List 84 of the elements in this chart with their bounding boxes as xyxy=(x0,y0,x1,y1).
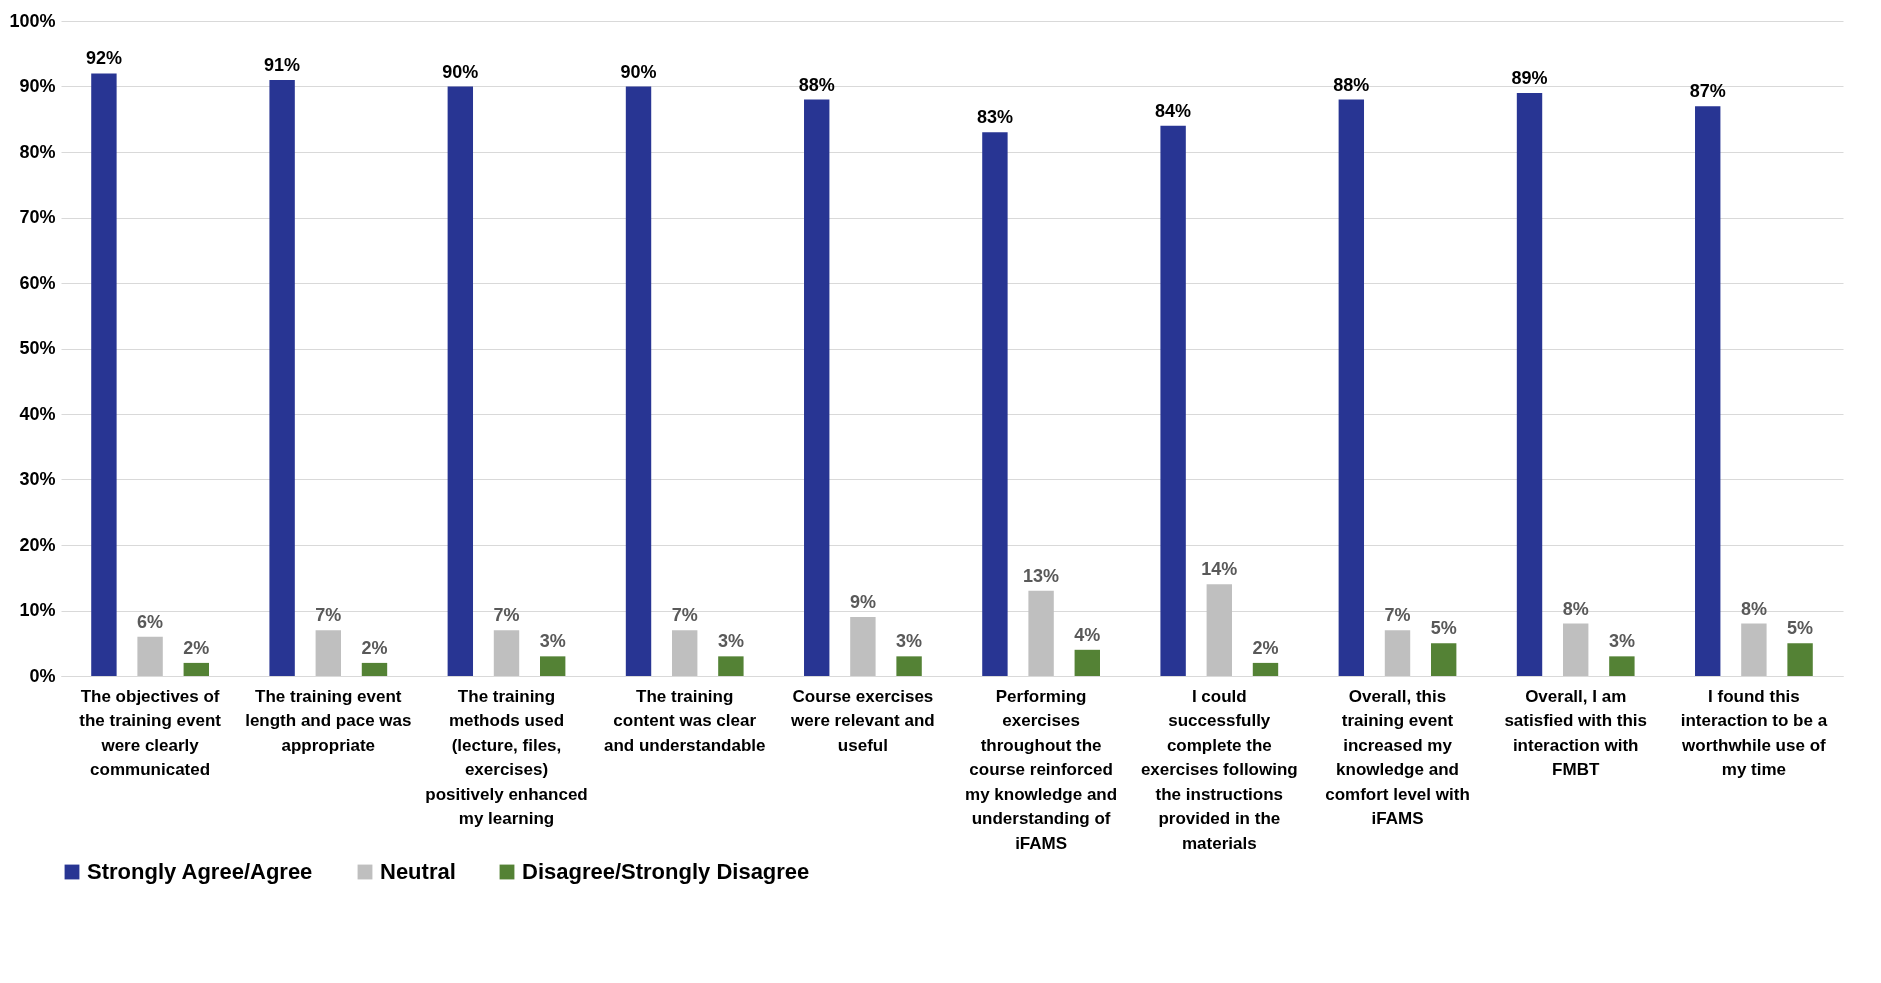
data-label: 84% xyxy=(1155,100,1192,121)
data-label: 6% xyxy=(137,611,164,632)
bar xyxy=(718,656,744,676)
data-label: 4% xyxy=(1074,624,1101,645)
y-tick-label: 50% xyxy=(19,338,56,358)
bar xyxy=(269,79,295,676)
bar xyxy=(896,656,922,676)
data-label: 2% xyxy=(1252,637,1279,658)
y-tick-label: 30% xyxy=(19,469,56,489)
bar xyxy=(539,656,566,676)
bar xyxy=(315,630,341,676)
x-tick-label: Overall, this training event increased my knowledge and comfort level with iFAMS xyxy=(1325,686,1470,828)
data-label: 2% xyxy=(361,637,388,658)
y-tick-label: 90% xyxy=(19,76,56,96)
data-label: 5% xyxy=(1787,618,1814,639)
legend-label: Neutral xyxy=(380,859,456,884)
bar xyxy=(91,73,117,676)
data-label: 3% xyxy=(896,631,923,652)
data-label: 7% xyxy=(671,605,698,626)
bar xyxy=(493,630,520,676)
data-label: 87% xyxy=(1689,81,1726,102)
x-tick-label: The training event length and pace was appropriate xyxy=(245,686,412,755)
y-tick-label: 70% xyxy=(19,207,56,227)
data-label: 14% xyxy=(1201,559,1238,580)
y-tick-label: 100% xyxy=(9,10,56,31)
data-label: 13% xyxy=(1023,565,1060,586)
bar xyxy=(1384,630,1411,676)
bar xyxy=(1206,584,1232,676)
bar xyxy=(1028,590,1054,676)
data-label: 89% xyxy=(1511,68,1548,89)
x-tick-label: I found this interaction to be a worthwhile use of my time xyxy=(1680,686,1828,779)
y-tick-label: 40% xyxy=(19,403,56,424)
bar xyxy=(447,86,474,676)
data-label: 7% xyxy=(315,605,342,626)
bar xyxy=(1516,93,1543,676)
data-label: 7% xyxy=(1384,605,1411,626)
data-label: 9% xyxy=(849,592,876,613)
x-tick-label: Course exercises were relevant and useful xyxy=(790,686,935,755)
data-label: 92% xyxy=(85,48,122,69)
y-tick-label: 60% xyxy=(19,272,56,293)
data-label: 7% xyxy=(493,605,520,626)
bar xyxy=(1563,623,1589,676)
bar xyxy=(1787,643,1813,676)
y-tick-label: 0% xyxy=(29,665,56,686)
data-label: 3% xyxy=(539,631,566,652)
data-label: 3% xyxy=(717,631,744,652)
bar xyxy=(1338,99,1365,676)
bar xyxy=(1609,656,1635,676)
x-tick-label: The training content was clear and understandable xyxy=(603,686,766,755)
x-tick-label: Performing exercises throughout the course reinforced my knowledge and understanding of iFAMS xyxy=(965,686,1118,853)
data-label: 90% xyxy=(620,61,657,82)
bar xyxy=(183,662,209,676)
y-tick-label: 10% xyxy=(19,600,56,620)
data-label: 8% xyxy=(1562,598,1589,619)
bar xyxy=(137,636,163,676)
bar xyxy=(672,630,698,676)
x-tick-label: The training methods used (lecture, files, exercises) positively enhanced my learning xyxy=(425,686,588,828)
data-label: 90% xyxy=(442,61,479,82)
bar xyxy=(625,86,652,676)
bar xyxy=(1160,125,1186,676)
x-tick-label: The objectives of the training event were clearly communicated xyxy=(79,686,222,779)
bar xyxy=(1695,106,1721,676)
y-tick-label: 20% xyxy=(19,534,56,555)
data-label: 83% xyxy=(976,107,1013,128)
bar xyxy=(1430,643,1457,676)
bar xyxy=(1074,649,1100,676)
data-label: 5% xyxy=(1430,618,1457,639)
data-label: 88% xyxy=(1333,74,1370,95)
data-label: 3% xyxy=(1608,631,1635,652)
legend-label: Strongly Agree/Agree xyxy=(87,859,313,884)
data-label: 88% xyxy=(798,74,835,95)
legend-label: Disagree/Strongly Disagree xyxy=(522,859,810,884)
bar xyxy=(1252,662,1279,676)
data-label: 8% xyxy=(1740,598,1767,619)
x-tick-label: Overall, I am satisfied with this interaction with FMBT xyxy=(1504,686,1648,779)
bar xyxy=(982,132,1008,676)
bar xyxy=(804,99,830,676)
data-label: 2% xyxy=(183,637,210,658)
bar xyxy=(361,662,388,676)
y-tick-label: 80% xyxy=(19,141,56,162)
bar xyxy=(850,617,876,676)
data-label: 91% xyxy=(264,54,301,75)
x-tick-label: I could successfully complete the exercises following the instructions provided in the materials xyxy=(1140,686,1298,853)
bar xyxy=(1741,623,1767,676)
